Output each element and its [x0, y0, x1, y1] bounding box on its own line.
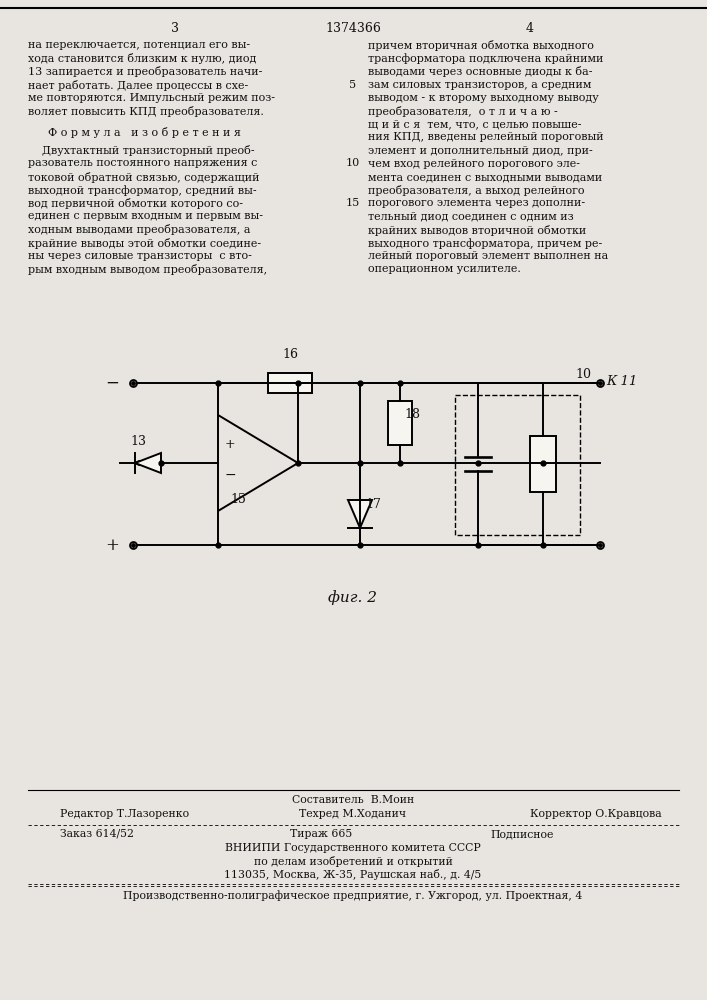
- Bar: [455, 395, 580, 535]
- Text: преобразователя,  о т л и ч а ю -: преобразователя, о т л и ч а ю -: [368, 106, 558, 117]
- Text: Редактор Т.Лазоренко: Редактор Т.Лазоренко: [60, 809, 189, 819]
- Text: Корректор О.Кравцова: Корректор О.Кравцова: [530, 809, 662, 819]
- Text: Двухтактный транзисторный преоб-: Двухтактный транзисторный преоб-: [28, 145, 255, 156]
- Text: ходным выводами преобразователя, а: ходным выводами преобразователя, а: [28, 224, 250, 235]
- Text: 17: 17: [365, 497, 381, 510]
- Text: причем вторичная обмотка выходного: причем вторичная обмотка выходного: [368, 40, 594, 51]
- Text: 16: 16: [282, 348, 298, 361]
- Polygon shape: [135, 453, 161, 473]
- Text: 10: 10: [346, 158, 360, 168]
- Text: разователь постоянного напряжения с: разователь постоянного напряжения с: [28, 158, 257, 168]
- Bar: [530, 436, 556, 492]
- Text: единен с первым входным и первым вы-: единен с первым входным и первым вы-: [28, 211, 263, 221]
- Text: операционном усилителе.: операционном усилителе.: [368, 264, 521, 274]
- Text: чем вход релейного порогового эле-: чем вход релейного порогового эле-: [368, 159, 580, 169]
- Text: Составитель  В.Моин: Составитель В.Моин: [292, 795, 414, 805]
- Text: ния КПД, введены релейный пороговый: ния КПД, введены релейный пороговый: [368, 132, 604, 142]
- Text: выходной трансформатор, средний вы-: выходной трансформатор, средний вы-: [28, 185, 257, 196]
- Text: −: −: [105, 374, 119, 391]
- Text: трансформатора подключена крайними: трансформатора подключена крайними: [368, 53, 603, 64]
- Text: выводом - к второму выходному выводу: выводом - к второму выходному выводу: [368, 93, 599, 103]
- Text: щ и й с я  тем, что, с целью повыше-: щ и й с я тем, что, с целью повыше-: [368, 119, 581, 129]
- Text: рым входным выводом преобразователя,: рым входным выводом преобразователя,: [28, 264, 267, 275]
- Text: порогового элемента через дополни-: порогового элемента через дополни-: [368, 198, 585, 208]
- Text: хода становится близким к нулю, диод: хода становится близким к нулю, диод: [28, 53, 257, 64]
- Text: зам силовых транзисторов, а средним: зам силовых транзисторов, а средним: [368, 80, 591, 90]
- Text: воляет повысить КПД преобразователя.: воляет повысить КПД преобразователя.: [28, 106, 264, 117]
- Text: ны через силовые транзисторы  с вто-: ны через силовые транзисторы с вто-: [28, 251, 252, 261]
- Text: мента соединен с выходными выводами: мента соединен с выходными выводами: [368, 172, 602, 182]
- Text: 113035, Москва, Ж-35, Раушская наб., д. 4/5: 113035, Москва, Ж-35, Раушская наб., д. …: [224, 869, 481, 880]
- Bar: [268, 373, 312, 393]
- Text: нает работать. Далее процессы в схе-: нает работать. Далее процессы в схе-: [28, 80, 248, 91]
- Text: 4: 4: [526, 22, 534, 35]
- Text: Заказ 614/52: Заказ 614/52: [60, 829, 134, 839]
- Text: токовой обратной связью, содержащий: токовой обратной связью, содержащий: [28, 172, 259, 183]
- Text: крайних выводов вторичной обмотки: крайних выводов вторичной обмотки: [368, 225, 586, 236]
- Text: ме повторяются. Импульсный режим поз-: ме повторяются. Импульсный режим поз-: [28, 93, 275, 103]
- Text: Подписное: Подписное: [490, 829, 554, 839]
- Polygon shape: [348, 500, 372, 528]
- Text: 18: 18: [404, 408, 420, 422]
- Text: Техред М.Ходанич: Техред М.Ходанич: [300, 809, 407, 819]
- Text: на переключается, потенциал его вы-: на переключается, потенциал его вы-: [28, 40, 250, 50]
- Text: элемент и дополнительный диод, при-: элемент и дополнительный диод, при-: [368, 146, 592, 156]
- Text: выходного трансформатора, причем ре-: выходного трансформатора, причем ре-: [368, 238, 602, 249]
- Text: К 11: К 11: [606, 375, 637, 388]
- Text: 13 запирается и преобразователь начи-: 13 запирается и преобразователь начи-: [28, 66, 262, 77]
- Text: Тираж 665: Тираж 665: [290, 829, 352, 839]
- Text: 15: 15: [346, 198, 360, 208]
- Text: +: +: [105, 536, 119, 554]
- Bar: [388, 401, 412, 445]
- Text: выводами через основные диоды к ба-: выводами через основные диоды к ба-: [368, 66, 592, 77]
- Text: крайние выводы этой обмотки соедине-: крайние выводы этой обмотки соедине-: [28, 238, 261, 249]
- Text: −: −: [225, 468, 237, 482]
- Text: 3: 3: [171, 22, 179, 35]
- Text: Ф о р м у л а   и з о б р е т е н и я: Ф о р м у л а и з о б р е т е н и я: [48, 127, 241, 138]
- Text: Производственно-полиграфическое предприятие, г. Ужгород, ул. Проектная, 4: Производственно-полиграфическое предприя…: [124, 890, 583, 901]
- Text: 1374366: 1374366: [325, 22, 381, 35]
- Text: фиг. 2: фиг. 2: [329, 590, 378, 605]
- Text: 10: 10: [575, 368, 591, 381]
- Text: +: +: [225, 438, 235, 452]
- Text: вод первичной обмотки которого со-: вод первичной обмотки которого со-: [28, 198, 243, 209]
- Text: 13: 13: [130, 435, 146, 448]
- Text: по делам изобретений и открытий: по делам изобретений и открытий: [254, 856, 452, 867]
- Text: ВНИИПИ Государственного комитета СССР: ВНИИПИ Государственного комитета СССР: [225, 843, 481, 853]
- Text: 5: 5: [349, 80, 356, 90]
- Text: лейный пороговый элемент выполнен на: лейный пороговый элемент выполнен на: [368, 251, 608, 261]
- Text: тельный диод соединен с одним из: тельный диод соединен с одним из: [368, 212, 573, 222]
- Text: преобразователя, а выход релейного: преобразователя, а выход релейного: [368, 185, 585, 196]
- Text: 15: 15: [230, 493, 246, 506]
